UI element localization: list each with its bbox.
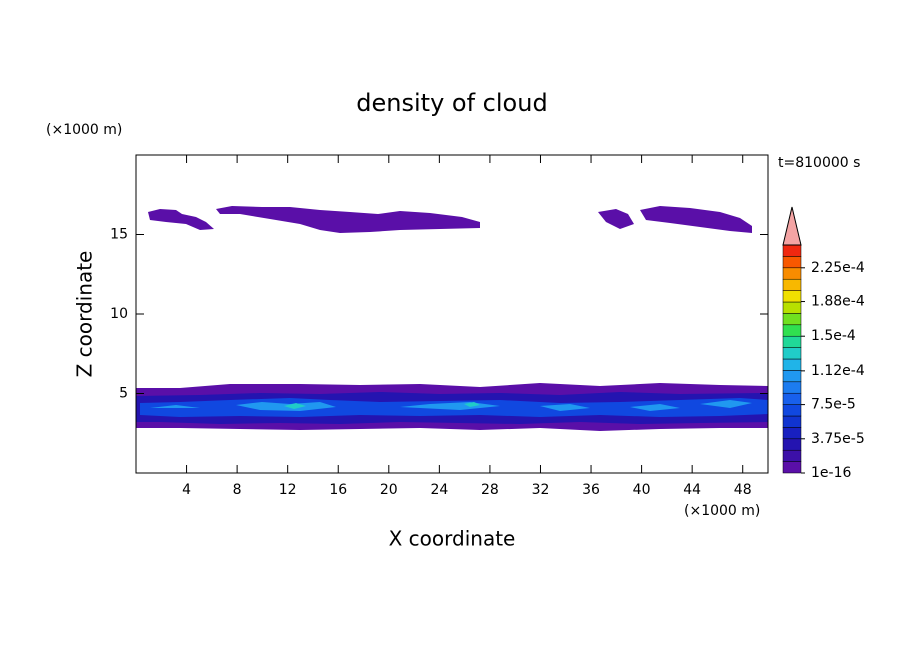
colorbar-extend xyxy=(782,206,802,246)
colorbar-band xyxy=(782,324,802,337)
x-tick-label: 16 xyxy=(329,482,347,498)
y-tick-label: 5 xyxy=(119,386,128,402)
colorbar-band xyxy=(782,278,802,291)
chart-title: density of cloud xyxy=(356,89,547,117)
x-unit: (×1000 m) xyxy=(684,503,760,519)
x-tick-label: 24 xyxy=(430,482,448,498)
colorbar-tick-label: 1.12e-4 xyxy=(811,363,865,379)
cloud-region xyxy=(150,400,752,411)
colorbar-band xyxy=(782,290,802,303)
x-tick-label: 20 xyxy=(380,482,398,498)
colorbar-band xyxy=(782,415,802,428)
colorbar-tick-label: 2.25e-4 xyxy=(811,260,865,276)
colorbar-band xyxy=(782,392,802,405)
x-tick-label: 44 xyxy=(683,482,701,498)
colorbar-band xyxy=(782,370,802,383)
colorbar-band xyxy=(782,244,802,257)
colorbar-band xyxy=(782,404,802,417)
x-tick-label: 48 xyxy=(734,482,752,498)
contour-field xyxy=(136,206,768,431)
y-tick-label: 10 xyxy=(110,306,128,322)
x-axis-label: X coordinate xyxy=(389,527,516,551)
colorbar-band xyxy=(782,267,802,280)
colorbar-tick-label: 1.88e-4 xyxy=(811,294,865,310)
colorbar-band xyxy=(782,427,802,440)
y-unit: (×1000 m) xyxy=(46,122,122,138)
x-tick-label: 8 xyxy=(233,482,242,498)
cloud-region xyxy=(598,209,634,229)
colorbar-band xyxy=(782,461,802,474)
colorbar-band xyxy=(782,438,802,451)
x-tick-label: 32 xyxy=(532,482,550,498)
colorbar-tick-label: 3.75e-5 xyxy=(811,431,865,447)
cloud-region xyxy=(216,206,480,233)
x-tick-label: 40 xyxy=(633,482,651,498)
colorbar-band xyxy=(782,256,802,269)
colorbar-band xyxy=(782,358,802,371)
colorbar-band xyxy=(782,301,802,314)
x-tick-label: 28 xyxy=(481,482,499,498)
time-annotation: t=810000 s xyxy=(778,155,860,171)
colorbar-tick-label: 7.5e-5 xyxy=(811,397,856,413)
colorbar-band xyxy=(782,381,802,394)
colorbar-band xyxy=(782,313,802,326)
colorbar-tick-label: 1e-16 xyxy=(811,465,851,481)
colorbar-band xyxy=(782,335,802,348)
cloud-region xyxy=(148,209,214,230)
colorbar-band xyxy=(782,449,802,462)
x-tick-label: 12 xyxy=(279,482,297,498)
x-tick-label: 36 xyxy=(582,482,600,498)
y-axis-label: Z coordinate xyxy=(73,251,97,378)
colorbar-band xyxy=(782,347,802,360)
colorbar-tick-label: 1.5e-4 xyxy=(811,328,856,344)
cloud-region xyxy=(640,206,752,233)
x-tick-label: 4 xyxy=(182,482,191,498)
y-tick-label: 15 xyxy=(110,227,128,243)
